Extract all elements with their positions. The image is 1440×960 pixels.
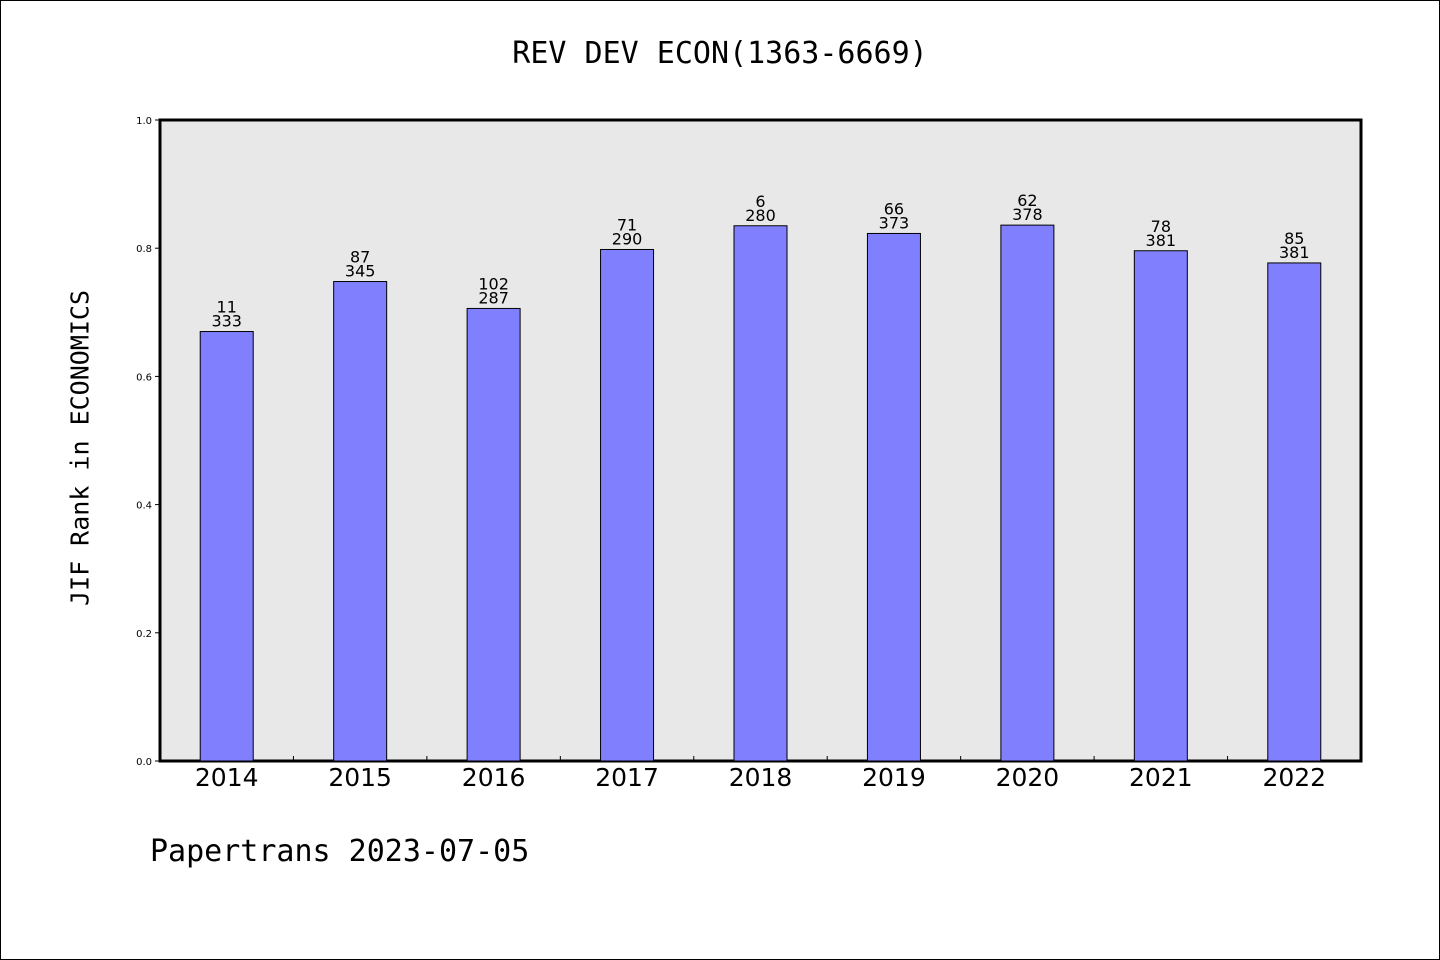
chart-title: REV DEV ECON(1363-6669) xyxy=(512,36,928,71)
bar-rank-label: 87 xyxy=(350,248,370,267)
y-tick-label: 0.2 xyxy=(136,629,152,640)
bar-2020[interactable] xyxy=(1000,224,1055,762)
bar-total-label: 378 xyxy=(1012,205,1043,224)
bar-total-label: 290 xyxy=(612,229,643,248)
bar-2022[interactable] xyxy=(1267,262,1322,762)
bar-2015[interactable] xyxy=(333,281,388,762)
bar-rank-label: 102 xyxy=(478,274,509,293)
bar-rank-label: 6 xyxy=(755,192,765,211)
bar-2021[interactable] xyxy=(1133,250,1188,762)
x-tick-label: 2020 xyxy=(996,763,1060,792)
bar-rank-label: 11 xyxy=(217,298,237,317)
bar-2016[interactable] xyxy=(466,307,521,762)
bar-total-label: 333 xyxy=(211,312,242,331)
bar-total-label: 381 xyxy=(1279,243,1310,262)
bar-total-label: 280 xyxy=(745,206,776,225)
bar-total-label: 287 xyxy=(478,288,509,307)
bar-total-label: 373 xyxy=(879,213,910,232)
bar-2017[interactable] xyxy=(600,248,655,762)
x-tick-label: 2018 xyxy=(729,763,793,792)
bar-rank-label: 66 xyxy=(884,199,904,218)
bar-rank-label: 62 xyxy=(1017,191,1037,210)
bar-total-label: 345 xyxy=(345,262,376,281)
bar-rank-label: 85 xyxy=(1284,229,1304,248)
bar-total-label: 381 xyxy=(1146,231,1177,250)
y-tick-label: 0.8 xyxy=(136,244,152,255)
bar-rank-label: 71 xyxy=(617,215,637,234)
footer-note: Papertrans 2023-07-05 xyxy=(150,834,530,869)
bar-2018[interactable] xyxy=(733,225,788,762)
y-tick-label: 0.4 xyxy=(136,501,152,512)
bar-rank-label: 78 xyxy=(1151,217,1171,236)
x-tick-label: 2022 xyxy=(1262,763,1326,792)
y-tick-label: 0.6 xyxy=(136,372,152,383)
x-tick-label: 2015 xyxy=(328,763,392,792)
bar-2019[interactable] xyxy=(866,232,921,762)
x-tick-label: 2017 xyxy=(595,763,659,792)
y-tick-label: 1.0 xyxy=(136,116,152,127)
bar-2014[interactable] xyxy=(199,331,254,762)
x-tick-label: 2014 xyxy=(195,763,259,792)
x-tick-label: 2019 xyxy=(862,763,926,792)
x-tick-label: 2016 xyxy=(462,763,526,792)
y-tick-label: 0.0 xyxy=(136,757,152,768)
x-tick-label: 2021 xyxy=(1129,763,1193,792)
